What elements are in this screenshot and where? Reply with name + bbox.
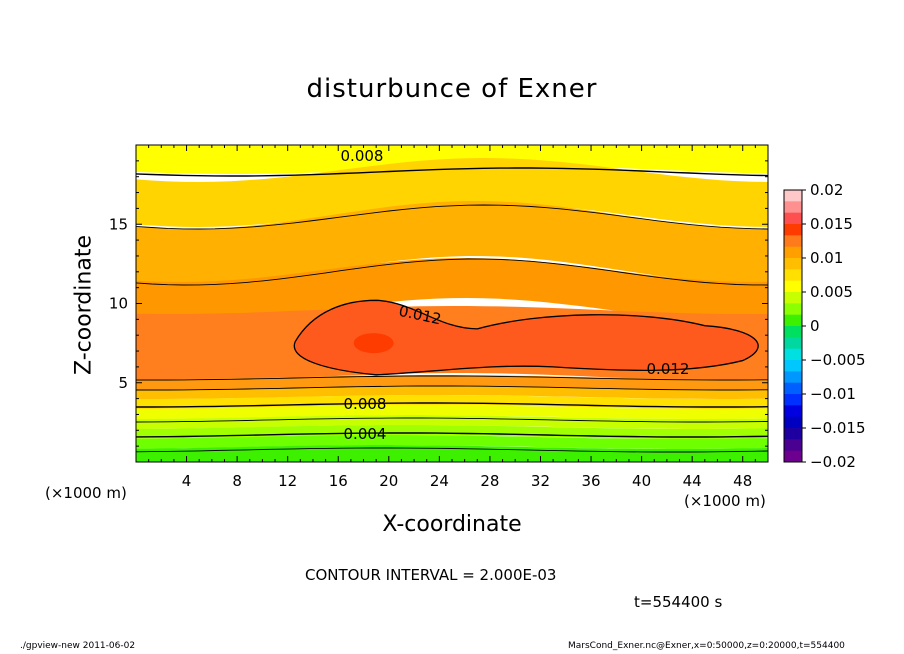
x-tick-label: 48 bbox=[733, 472, 752, 490]
colorbar-tick-label: −0.005 bbox=[810, 351, 866, 369]
y-tick-label: 5 bbox=[118, 374, 128, 392]
colorbar-segment bbox=[784, 224, 802, 236]
contour-label: 0.008 bbox=[341, 147, 384, 165]
colorbar-segment bbox=[784, 292, 802, 304]
contour-band bbox=[136, 425, 768, 439]
contour-line bbox=[136, 402, 768, 408]
contour-interval-note: CONTOUR INTERVAL = 2.000E-03 bbox=[305, 566, 557, 584]
contour-band bbox=[136, 386, 768, 399]
colorbar-segment bbox=[784, 314, 802, 327]
time-note: t=554400 s bbox=[634, 593, 723, 611]
x-tick-label: 20 bbox=[379, 472, 398, 490]
x-tick-label: 40 bbox=[632, 472, 651, 490]
contour-band bbox=[136, 435, 768, 449]
x-tick-label: 12 bbox=[278, 472, 297, 490]
colorbar-tick-label: 0.005 bbox=[810, 283, 853, 301]
colorbar-segment bbox=[784, 303, 802, 316]
colorbar-segment bbox=[784, 190, 802, 202]
contour-band bbox=[136, 158, 768, 227]
colorbar-segment bbox=[784, 258, 802, 270]
colorbar-segment bbox=[784, 405, 802, 418]
y-axis-unit: (×1000 m) bbox=[45, 484, 127, 502]
colorbar-segment bbox=[784, 326, 802, 338]
colorbar-segment bbox=[784, 212, 802, 225]
y-tick-label: 15 bbox=[109, 215, 128, 233]
x-tick-label: 24 bbox=[430, 472, 449, 490]
contour-label: 0.008 bbox=[344, 395, 387, 413]
x-tick-label: 36 bbox=[581, 472, 600, 490]
colorbar-segment bbox=[784, 280, 802, 293]
contour-line bbox=[136, 375, 768, 381]
colorbar-tick-label: 0 bbox=[810, 317, 820, 335]
contour-line bbox=[136, 432, 768, 438]
y-tick-label: 10 bbox=[109, 295, 128, 313]
contour-012-region bbox=[293, 299, 759, 376]
contour-label: 0.012 bbox=[647, 360, 690, 378]
contour-line bbox=[136, 385, 768, 391]
contour-line bbox=[136, 204, 768, 230]
colorbar-segment bbox=[784, 201, 802, 214]
colorbar-segment bbox=[784, 416, 802, 429]
colorbar-segment bbox=[784, 360, 802, 372]
x-tick-label: 8 bbox=[232, 472, 242, 490]
x-axis-label: X-coordinate bbox=[382, 512, 522, 537]
contour-label: 0.004 bbox=[344, 425, 387, 443]
colorbar-segment bbox=[784, 235, 802, 248]
colorbar-segment bbox=[784, 439, 802, 452]
x-axis-unit: (×1000 m) bbox=[684, 492, 766, 510]
x-tick-label: 16 bbox=[329, 472, 348, 490]
contour-band bbox=[136, 405, 768, 419]
x-tick-label: 28 bbox=[480, 472, 499, 490]
contour-line bbox=[136, 167, 768, 177]
colorbar-tick-label: 0.01 bbox=[810, 249, 843, 267]
colorbar-segment bbox=[784, 348, 802, 361]
colorbar-segment bbox=[784, 382, 802, 395]
colorbar-tick-label: −0.015 bbox=[810, 419, 866, 437]
colorbar-segment bbox=[784, 450, 802, 463]
contour-line bbox=[136, 447, 768, 453]
colorbar-segment bbox=[784, 428, 802, 440]
contour-line bbox=[136, 258, 768, 286]
colorbar-segment bbox=[784, 394, 802, 406]
x-tick-label: 32 bbox=[531, 472, 550, 490]
contour-band bbox=[136, 415, 768, 429]
colorbar-segment bbox=[784, 337, 802, 350]
colorbar-tick-label: 0.02 bbox=[810, 181, 843, 199]
colorbar-segment bbox=[784, 371, 802, 384]
contour-band bbox=[136, 258, 768, 322]
chart-title: disturbunce of Exner bbox=[306, 74, 598, 104]
colorbar-tick-label: 0.015 bbox=[810, 215, 853, 233]
colorbar-segment bbox=[784, 269, 802, 282]
footer-right: MarsCond_Exner.nc@Exner,x=0:50000,z=0:20… bbox=[568, 641, 845, 651]
colorbar-segment bbox=[784, 246, 802, 259]
x-tick-label: 44 bbox=[683, 472, 702, 490]
colorbar-tick-label: −0.02 bbox=[810, 453, 856, 471]
contour-line bbox=[136, 417, 768, 423]
contour-max-spot bbox=[353, 333, 394, 354]
colorbar-tick-label: −0.01 bbox=[810, 385, 856, 403]
footer-left: ./gpview-new 2011-06-02 bbox=[20, 641, 136, 651]
contour-band bbox=[136, 201, 768, 284]
x-tick-label: 4 bbox=[182, 472, 192, 490]
